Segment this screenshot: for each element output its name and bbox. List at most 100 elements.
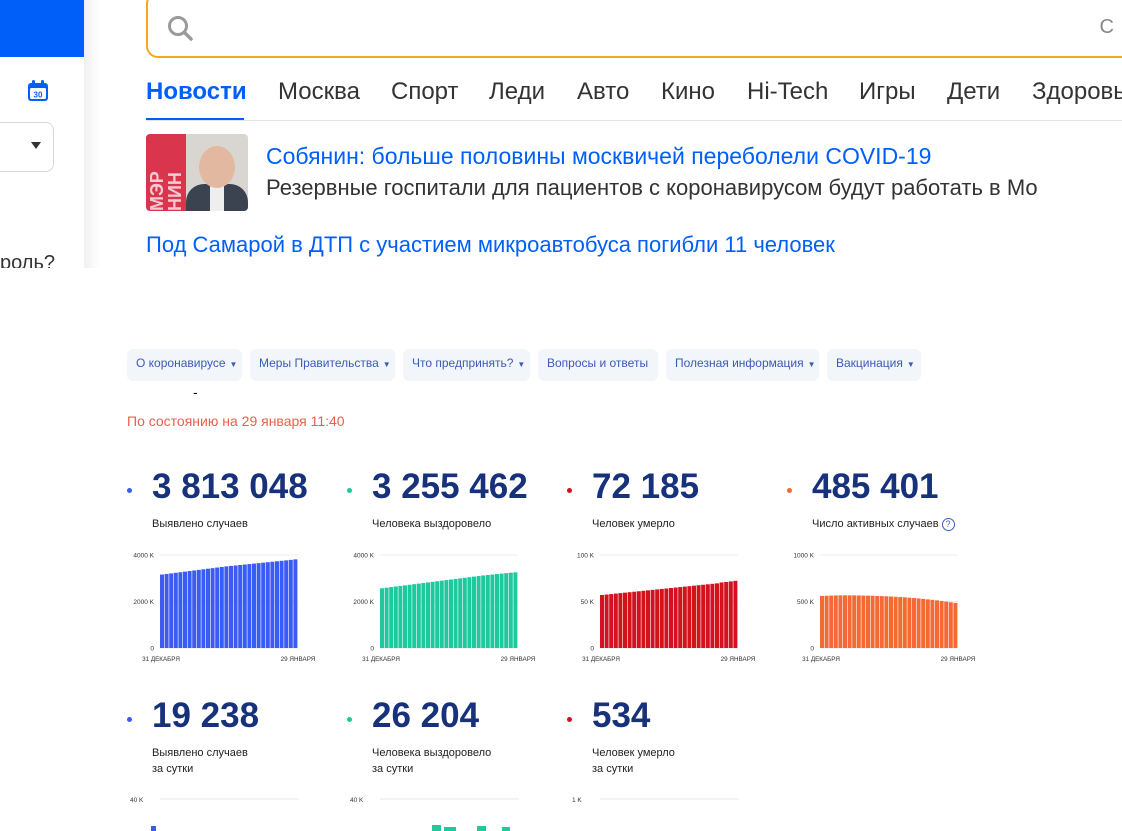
caret-down-icon: ▼ [382, 360, 391, 369]
bar [178, 572, 183, 648]
bar [238, 565, 243, 648]
news-subtitle[interactable]: Резервные госпитали для пациентов с коро… [266, 175, 1038, 200]
bar [380, 588, 384, 648]
panel-divider [84, 0, 100, 268]
nav-faq[interactable]: Вопросы и ответы [538, 349, 658, 381]
bar [256, 563, 261, 648]
bar [261, 562, 266, 648]
bar [279, 560, 284, 648]
bar [902, 597, 907, 648]
nav-government-measures[interactable]: Меры Правительства ▼ [250, 349, 395, 381]
tab-games[interactable]: Игры [859, 78, 916, 105]
stat-label: Число активных случаев? [812, 516, 955, 532]
daily-label-2: за сутки [152, 763, 194, 775]
bar [912, 598, 916, 648]
bar [495, 574, 499, 648]
thumbnail-text: МЭР НИН [147, 171, 185, 211]
bar [925, 599, 930, 648]
bar [398, 585, 403, 648]
caret-down-icon: ▼ [807, 360, 816, 369]
bar [843, 595, 847, 648]
bar [889, 596, 893, 648]
svg-text:30: 30 [34, 91, 43, 100]
bar [206, 568, 210, 648]
bar [201, 569, 206, 648]
x-end-label: 29 ЯНВАРЯ [281, 656, 316, 663]
tab-news[interactable]: Новости [146, 78, 247, 105]
bar [861, 595, 866, 648]
bar [829, 595, 834, 648]
x-start-label: 31 ДЕКАБРЯ [802, 656, 840, 663]
bullet-dot [567, 717, 572, 722]
bar [838, 595, 843, 648]
stat-value: 3 255 462 [372, 467, 528, 506]
as-of-date: По состоянию на 29 января 11:40 [127, 413, 345, 429]
bar [939, 600, 944, 648]
bar [499, 573, 504, 648]
nav-about-coronavirus[interactable]: О коронавирусе ▼ [127, 349, 242, 381]
tab-moscow[interactable]: Москва [278, 78, 360, 105]
bar [953, 602, 958, 648]
bar [265, 562, 270, 648]
nav-what-to-do[interactable]: Что предпринять? ▼ [403, 349, 530, 381]
calendar-icon[interactable]: 30 [26, 79, 50, 103]
bar [421, 583, 426, 648]
bar [439, 580, 444, 648]
tab-auto[interactable]: Авто [577, 78, 630, 105]
news-thumbnail[interactable]: МЭР НИН [146, 134, 248, 211]
tab-hitech[interactable]: Hi-Tech [747, 78, 829, 105]
tab-cinema[interactable]: Кино [661, 78, 715, 105]
daily-chart-deaths: 1 K [572, 797, 739, 804]
bullet-dot [567, 488, 572, 493]
caret-down-icon: ▼ [229, 360, 238, 369]
news-headline-link[interactable]: Собянин: больше половины москвичей переб… [266, 143, 932, 169]
daily-label: Выявлено случаев [152, 747, 248, 759]
bar [935, 600, 939, 648]
tab-kids[interactable]: Дети [947, 78, 1001, 105]
daily-ytick: 40 K [350, 797, 364, 804]
nav-vaccination[interactable]: Вакцинация ▼ [827, 349, 921, 381]
bar [275, 561, 279, 648]
bar [705, 584, 710, 648]
tab-health[interactable]: Здоровье [1032, 78, 1122, 105]
daily-label-2: за сутки [372, 763, 414, 775]
bar [641, 590, 646, 648]
bar [476, 576, 481, 648]
bar [824, 595, 829, 648]
y-tick-label: 0 [370, 646, 374, 653]
bar [696, 585, 701, 648]
bar [884, 596, 889, 648]
help-icon[interactable]: ? [941, 517, 955, 531]
bar [233, 565, 238, 648]
bar [916, 598, 921, 648]
daily-label: Человека выздоровело [372, 747, 492, 759]
bar [196, 569, 201, 648]
stat-label: Человека выздоровело [372, 518, 492, 530]
left-dropdown[interactable] [0, 122, 54, 172]
y-tick-label: 1000 K [793, 553, 814, 560]
y-tick-label: 0 [590, 646, 594, 653]
nav-label: Полезная информация [675, 356, 804, 370]
bar [856, 595, 861, 648]
news-second-link[interactable]: Под Самарой в ДТП с участием микроавтобу… [146, 232, 835, 257]
bar [618, 593, 623, 648]
tab-sport[interactable]: Спорт [391, 78, 459, 105]
bar [219, 566, 224, 648]
daily-bar [444, 827, 456, 831]
bar [164, 573, 169, 648]
bar [719, 582, 724, 648]
bar [866, 595, 870, 648]
left-blue-button[interactable] [0, 0, 84, 57]
bar [646, 590, 650, 648]
bar [160, 574, 164, 648]
daily-bar [151, 826, 156, 831]
nav-useful-info[interactable]: Полезная информация ▼ [666, 349, 819, 381]
bar [609, 594, 614, 648]
tab-ladies[interactable]: Леди [489, 78, 545, 105]
bar [655, 589, 660, 648]
search-input[interactable]: С [146, 0, 1122, 58]
daily-bar [477, 826, 486, 831]
y-tick-label: 100 K [577, 553, 595, 560]
bar [673, 587, 678, 648]
left-question-text[interactable]: роль? [0, 252, 56, 268]
